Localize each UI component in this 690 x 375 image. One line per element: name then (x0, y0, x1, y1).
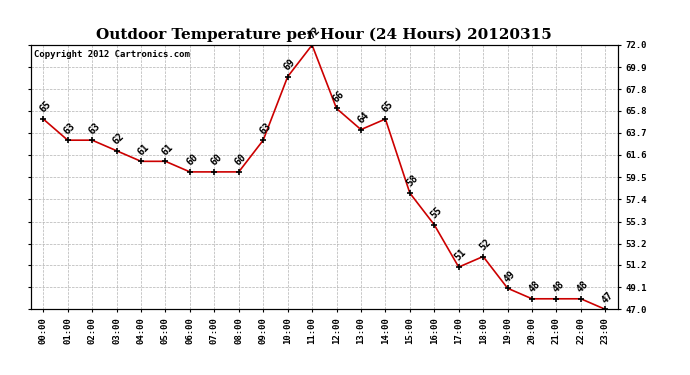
Text: 72: 72 (306, 26, 322, 41)
Text: 63: 63 (257, 121, 273, 136)
Text: 66: 66 (331, 89, 346, 104)
Text: 61: 61 (160, 142, 175, 157)
Text: 64: 64 (355, 110, 371, 125)
Text: 58: 58 (404, 174, 420, 189)
Text: 55: 55 (428, 205, 444, 220)
Text: 60: 60 (209, 152, 224, 168)
Text: Copyright 2012 Cartronics.com: Copyright 2012 Cartronics.com (34, 50, 190, 59)
Text: 62: 62 (111, 131, 126, 147)
Text: 69: 69 (282, 57, 297, 72)
Text: 48: 48 (526, 279, 542, 295)
Text: 48: 48 (575, 279, 591, 295)
Text: 48: 48 (551, 279, 566, 295)
Text: 61: 61 (135, 142, 151, 157)
Text: 63: 63 (62, 121, 77, 136)
Text: 60: 60 (184, 152, 199, 168)
Text: 52: 52 (477, 237, 493, 252)
Text: 49: 49 (502, 268, 518, 284)
Text: 60: 60 (233, 152, 248, 168)
Text: 63: 63 (86, 121, 102, 136)
Text: 65: 65 (38, 99, 53, 115)
Text: 47: 47 (600, 290, 615, 305)
Title: Outdoor Temperature per Hour (24 Hours) 20120315: Outdoor Temperature per Hour (24 Hours) … (97, 28, 552, 42)
Text: 51: 51 (453, 248, 469, 263)
Text: 65: 65 (380, 99, 395, 115)
